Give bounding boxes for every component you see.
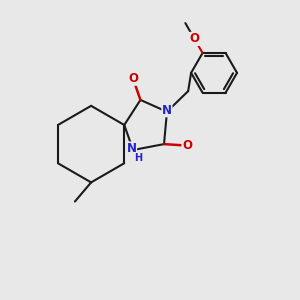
Text: O: O	[190, 32, 200, 45]
Text: O: O	[182, 139, 192, 152]
Text: O: O	[128, 72, 138, 85]
Text: N: N	[162, 104, 172, 117]
Text: N: N	[127, 142, 136, 155]
Text: H: H	[134, 153, 142, 163]
